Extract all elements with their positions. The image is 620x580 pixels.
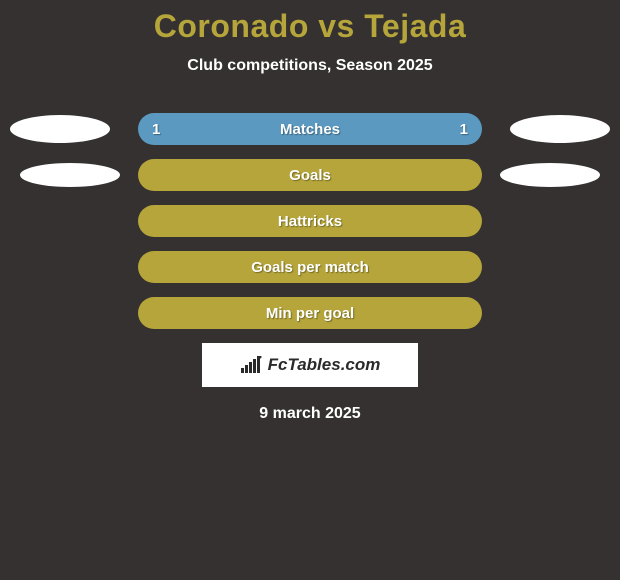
stat-bar-hattricks: Hattricks — [138, 205, 482, 237]
stat-row-goals-per-match: Goals per match — [0, 251, 620, 283]
stat-row-hattricks: Hattricks — [0, 205, 620, 237]
bars-icon — [240, 356, 264, 374]
stat-bar-goals-per-match: Goals per match — [138, 251, 482, 283]
stat-label: Min per goal — [266, 305, 354, 322]
avatar-right-icon — [510, 115, 610, 143]
stat-left-value: 1 — [152, 121, 160, 138]
stat-label: Hattricks — [278, 213, 342, 230]
stat-row-matches: 1 Matches 1 — [0, 113, 620, 145]
stat-label: Matches — [280, 121, 340, 138]
page-subtitle: Club competitions, Season 2025 — [0, 57, 620, 75]
stat-label: Goals per match — [251, 259, 369, 276]
stat-bar-goals: Goals — [138, 159, 482, 191]
source-logo: FcTables.com — [202, 343, 418, 387]
stat-row-min-per-goal: Min per goal — [0, 297, 620, 329]
date-text: 9 march 2025 — [0, 405, 620, 423]
avatar-right-icon — [500, 163, 600, 187]
stat-right-value: 1 — [460, 121, 468, 138]
avatar-left-icon — [20, 163, 120, 187]
page-title: Coronado vs Tejada — [0, 8, 620, 45]
logo-text: FcTables.com — [268, 355, 381, 375]
stat-bar-matches: 1 Matches 1 — [138, 113, 482, 145]
stat-bar-min-per-goal: Min per goal — [138, 297, 482, 329]
comparison-card: Coronado vs Tejada Club competitions, Se… — [0, 0, 620, 423]
stat-row-goals: Goals — [0, 159, 620, 191]
avatar-left-icon — [10, 115, 110, 143]
stat-label: Goals — [289, 167, 331, 184]
logo-inner: FcTables.com — [240, 355, 381, 375]
